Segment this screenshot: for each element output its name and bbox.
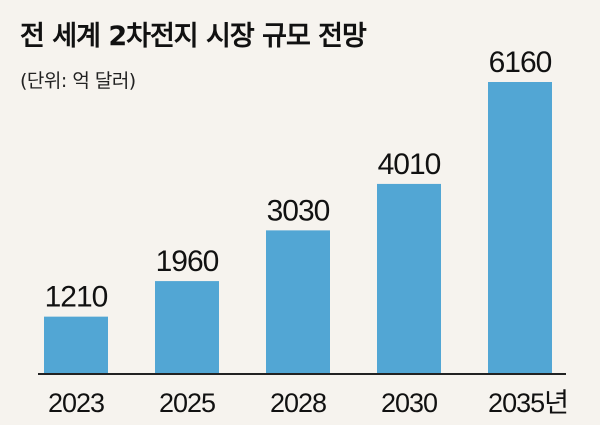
bars-layer (44, 82, 552, 374)
x-tick-label-2023: 2023 (48, 388, 104, 418)
x-tick-label-2025: 2025 (159, 388, 215, 418)
value-label-2025: 1960 (156, 245, 219, 278)
value-label-2028: 3030 (267, 194, 330, 227)
labels-layer: 1210 2023 1960 2025 3030 2028 4010 2030 6160 2035… (45, 46, 569, 418)
bar-2035년 (488, 82, 552, 374)
chart-title: 전 세계 2차전지 시장 규모 전망 (20, 21, 367, 52)
x-tick-label-2035년: 2035년 (488, 388, 568, 418)
chart-subtitle: (단위: 억 달러) (20, 70, 136, 92)
x-tick-label-2030: 2030 (381, 388, 437, 418)
value-label-2030: 4010 (378, 148, 441, 181)
x-tick-label-2028: 2028 (270, 388, 326, 418)
value-label-2023: 1210 (45, 281, 108, 314)
bar-2030 (377, 183, 441, 374)
bar-2028 (266, 230, 330, 374)
bar-2023 (44, 316, 108, 374)
value-label-2035년: 6160 (489, 46, 552, 79)
bar-2025 (155, 281, 219, 374)
